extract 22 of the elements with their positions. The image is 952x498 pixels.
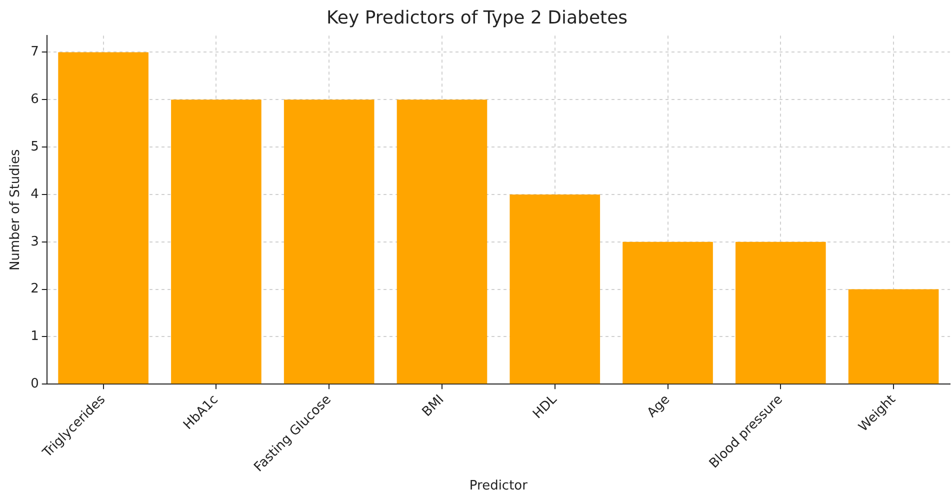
bar [736,242,826,384]
y-tick-label: 0 [30,376,39,392]
y-tick-label: 1 [30,329,39,344]
x-tick-label: HDL [530,392,561,422]
bar [396,100,488,384]
bar [848,289,939,384]
y-axis-title: Number of Studies [8,149,24,270]
y-tick-label: 3 [30,234,39,250]
bar [622,242,713,384]
y-tick-label: 2 [30,282,39,297]
y-tick-label: 5 [30,139,39,154]
bar [58,52,148,384]
x-tick-label: BMI [420,392,448,420]
chart-title: Key Predictors of Type 2 Diabetes [326,7,628,28]
x-tick-label: Age [644,392,673,421]
x-axis-title: Predictor [469,478,528,494]
bar [510,194,600,384]
y-tick-label: 7 [30,44,39,60]
bar [171,100,262,384]
bar [284,100,374,384]
y-tick-label: 4 [30,186,39,202]
y-tick-label: 6 [30,92,39,107]
